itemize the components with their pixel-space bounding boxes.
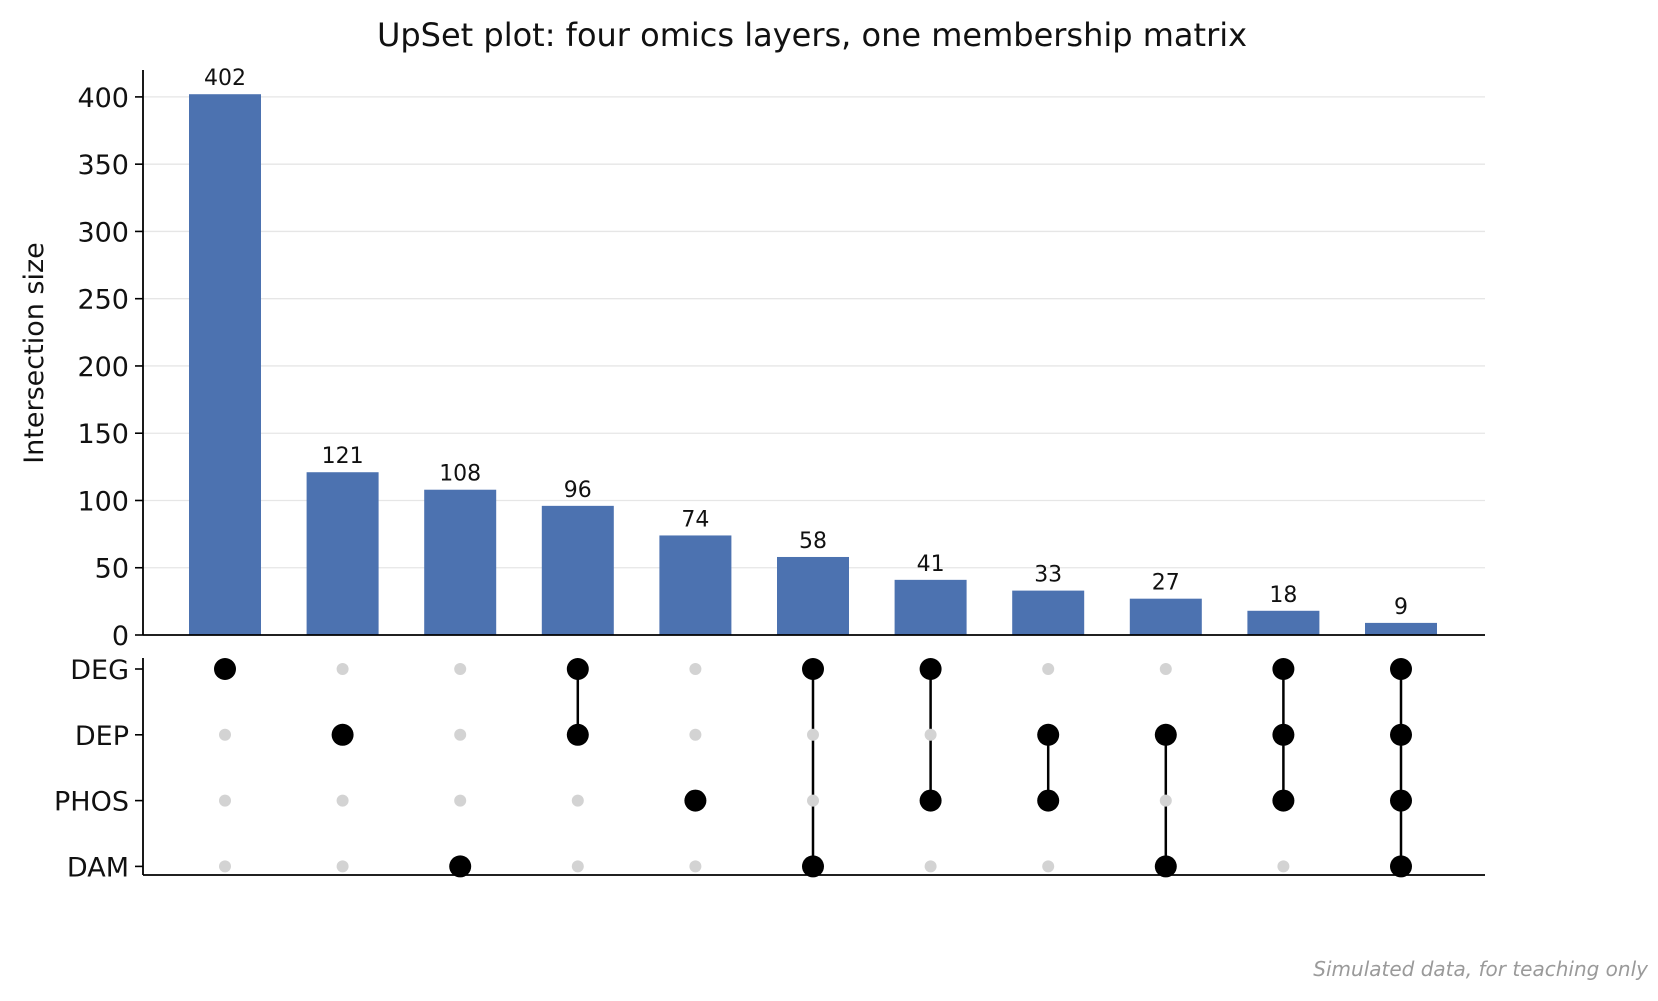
membership-dot-active: [802, 855, 824, 878]
membership-dot-inactive: [1042, 663, 1055, 675]
membership-dot-active: [802, 658, 824, 680]
y-axis: 0 50 100 150 200 250 300 350 400: [77, 70, 1485, 652]
bar-value-label: 58: [799, 529, 827, 554]
membership-dot-inactive: [689, 860, 702, 873]
bar-value-label: 33: [1034, 563, 1062, 588]
bars: [189, 94, 1437, 635]
bar: [541, 505, 614, 635]
set-label: DEP: [75, 721, 129, 752]
y-tick-label: 400: [77, 83, 129, 114]
y-tick-label: 200: [77, 352, 129, 383]
bar-value-label: 41: [917, 552, 945, 577]
y-tick-label: 250: [77, 285, 129, 316]
membership-dot-inactive: [1042, 860, 1055, 873]
membership-dot-active: [1390, 723, 1412, 746]
membership-dot-inactive: [336, 860, 349, 873]
membership-dot-inactive: [1159, 663, 1172, 675]
membership-dot-inactive: [924, 860, 937, 873]
membership-dot-inactive: [219, 728, 231, 741]
bar-value-label: 9: [1394, 595, 1408, 620]
membership-dot-inactive: [219, 794, 231, 807]
footnote: Simulated data, for teaching only: [1313, 957, 1649, 981]
bar: [424, 489, 497, 635]
bar: [189, 94, 261, 635]
bar: [1247, 610, 1320, 635]
membership-dot-active: [1037, 723, 1060, 746]
bar-value-label: 108: [439, 462, 481, 487]
membership-dot-inactive: [219, 860, 231, 873]
membership-dot-active: [1390, 658, 1412, 680]
membership-dot-inactive: [1159, 794, 1172, 807]
membership-dot-active: [1037, 789, 1060, 812]
membership-dot-inactive: [571, 794, 584, 807]
bar-value-label: 74: [681, 507, 709, 532]
membership-dot-inactive: [336, 663, 349, 675]
set-label: PHOS: [54, 787, 129, 818]
membership-dot-active: [684, 789, 707, 812]
bar: [659, 535, 732, 635]
bar: [1365, 622, 1437, 635]
bar: [777, 556, 849, 635]
membership-matrix: [142, 658, 1485, 878]
membership-dot-active: [566, 723, 589, 746]
membership-dot-active: [1154, 855, 1177, 878]
membership-dot-active: [566, 658, 589, 680]
membership-dot-inactive: [689, 663, 702, 675]
membership-dot-inactive: [454, 663, 467, 675]
membership-dot-inactive: [689, 728, 702, 741]
bar-value-label: 27: [1152, 571, 1180, 596]
membership-dot-active: [331, 723, 354, 746]
membership-dot-active: [1154, 723, 1177, 746]
set-label: DEG: [70, 655, 129, 686]
y-tick-label: 300: [77, 217, 129, 248]
bar-value-labels: 402 121 108 96 74 58 41 33 27 18 9: [204, 66, 1408, 620]
bar: [306, 472, 379, 635]
bar-value-label: 18: [1269, 583, 1297, 608]
membership-dot-active: [919, 789, 942, 812]
membership-dot-inactive: [807, 794, 819, 807]
membership-dot-active: [449, 855, 472, 878]
set-label: DAM: [67, 852, 129, 883]
y-tick-label: 50: [95, 554, 129, 585]
membership-dot-active: [1390, 789, 1412, 812]
bar-value-label: 96: [564, 478, 592, 503]
membership-dot-inactive: [454, 794, 467, 807]
membership-dot-inactive: [336, 794, 349, 807]
y-tick-label: 350: [77, 150, 129, 181]
bar-value-label: 121: [322, 444, 364, 469]
membership-dot-inactive: [807, 728, 819, 741]
bar: [1129, 598, 1202, 635]
membership-dot-active: [1272, 789, 1295, 812]
membership-dot-active: [1272, 723, 1295, 746]
membership-dot-inactive: [454, 728, 467, 741]
bar-value-label: 402: [204, 66, 246, 91]
chart-title: UpSet plot: four omics layers, one membe…: [377, 16, 1247, 54]
bar: [1012, 590, 1085, 635]
membership-dot-active: [1390, 855, 1412, 878]
membership-dot-active: [1272, 658, 1295, 680]
membership-dot-inactive: [571, 860, 584, 873]
bar: [894, 579, 967, 635]
membership-dot-inactive: [1277, 860, 1290, 873]
set-labels: DEG DEP PHOS DAM: [54, 655, 143, 883]
membership-dot-inactive: [924, 728, 937, 741]
y-axis-title: Intersection size: [19, 242, 50, 464]
y-tick-label: 150: [77, 419, 129, 450]
membership-dot-active: [214, 658, 236, 680]
y-tick-label: 100: [77, 486, 129, 517]
membership-dot-active: [919, 658, 942, 680]
y-tick-label: 0: [112, 621, 129, 652]
